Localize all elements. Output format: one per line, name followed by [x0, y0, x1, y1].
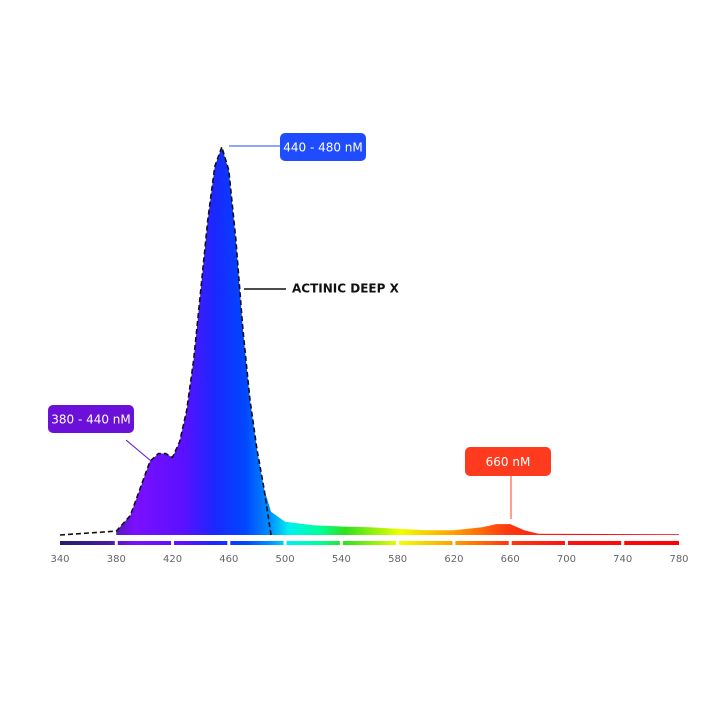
- annotation-label: 440 - 480 nM: [283, 141, 363, 155]
- x-tick-label: 420: [163, 554, 182, 565]
- annotation-box: [48, 405, 134, 433]
- spectrum-area: [116, 147, 680, 535]
- tick-gap: [171, 540, 175, 546]
- spectrum-bar: [60, 541, 679, 545]
- dashed-profile: [59, 144, 272, 536]
- series-label: ACTINIC DEEP X: [292, 282, 400, 296]
- tick-gap: [564, 540, 568, 546]
- annotation-label: 380 - 440 nM: [51, 413, 131, 427]
- x-tick-label: 740: [613, 554, 632, 565]
- x-tick-label: 780: [669, 554, 688, 565]
- tick-gap: [114, 540, 118, 546]
- tick-gap: [339, 540, 343, 546]
- x-tick-label: 660: [501, 554, 520, 565]
- x-tick-label: 380: [107, 554, 126, 565]
- x-tick-label: 460: [219, 554, 238, 565]
- tick-gap: [621, 540, 625, 546]
- annotation-label: 660 nM: [486, 455, 531, 469]
- x-tick-label: 580: [388, 554, 407, 565]
- tick-gap: [508, 540, 512, 546]
- x-tick-label: 540: [332, 554, 351, 565]
- x-tick-label: 340: [50, 554, 69, 565]
- annotation-leader: [125, 439, 152, 462]
- tick-gap: [227, 540, 231, 546]
- x-tick-label: 700: [557, 554, 576, 565]
- tick-gap: [396, 540, 400, 546]
- tick-gap: [283, 540, 287, 546]
- x-tick-label: 500: [276, 554, 295, 565]
- annotation-box: [465, 447, 551, 476]
- tick-gap: [452, 540, 456, 546]
- x-tick-label: 620: [444, 554, 463, 565]
- annotation-box: [280, 133, 366, 161]
